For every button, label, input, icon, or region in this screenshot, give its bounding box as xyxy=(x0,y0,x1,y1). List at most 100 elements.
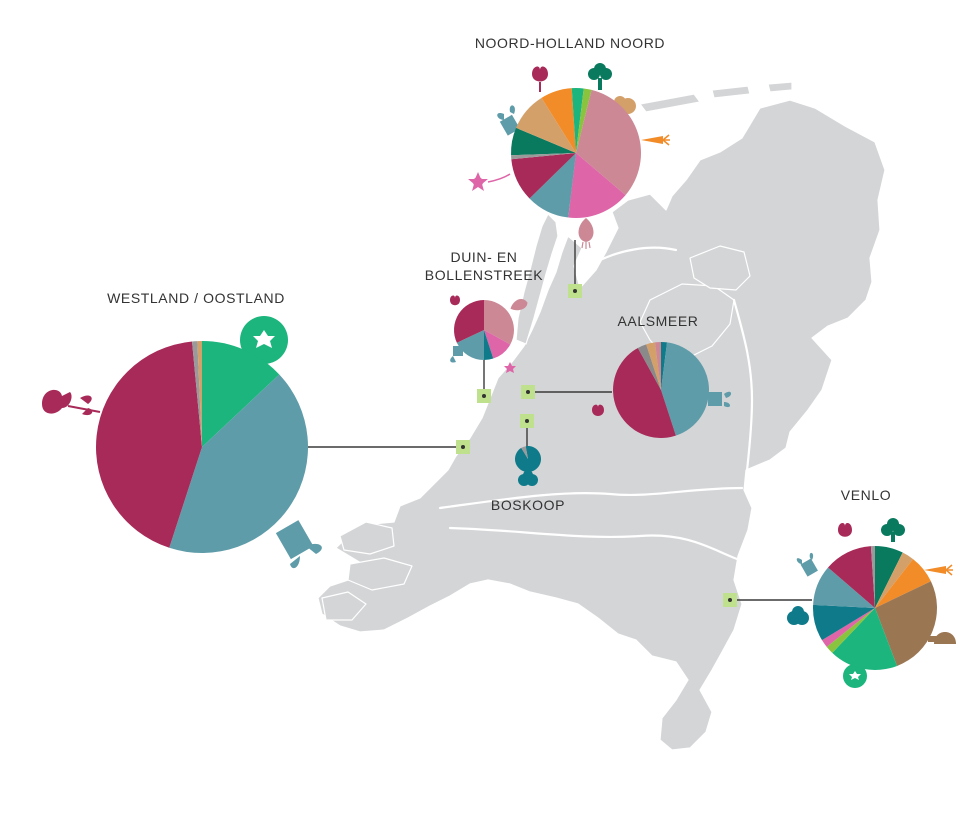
duin-en-bollenstreek-slice-1 xyxy=(484,330,511,359)
pie-duin-en-bollenstreek xyxy=(454,300,514,360)
marker-dot xyxy=(573,289,577,293)
aalsmeer-slice-0 xyxy=(661,342,668,390)
label-duin-en-bollenstreek-line1: DUIN- EN xyxy=(450,249,517,265)
tulip-icon xyxy=(838,522,852,537)
noord-holland-noord-slice-4 xyxy=(576,88,592,153)
duin-en-bollenstreek-slice-2 xyxy=(484,330,494,360)
aalsmeer-slice-4 xyxy=(646,342,661,390)
terschelling-island xyxy=(639,93,701,113)
mushroom-icon xyxy=(928,632,956,644)
venlo-slice-10 xyxy=(870,546,875,608)
westland-oostland-slice-1 xyxy=(169,374,308,553)
pie-noord-holland-noord xyxy=(511,87,641,218)
onion-icon xyxy=(578,218,594,249)
carrot-icon xyxy=(924,564,953,576)
tulip-icon xyxy=(532,66,548,92)
venlo-slice-0 xyxy=(875,546,903,608)
noord-holland-noord-slice-9 xyxy=(511,153,576,160)
aalsmeer-slice-2 xyxy=(613,347,676,438)
tree-icon xyxy=(787,606,809,625)
label-venlo: VENLO xyxy=(841,487,891,503)
carrot-icon xyxy=(641,134,670,146)
westland-oostland-slice-0 xyxy=(202,341,280,447)
zeeland-island-1 xyxy=(339,521,395,555)
marker-dot xyxy=(525,419,529,423)
westland-oostland-slice-2 xyxy=(95,341,202,548)
marker-dot xyxy=(728,598,732,602)
leaf-pot-icon xyxy=(450,346,463,363)
marker-duin-en-bollenstreek xyxy=(477,389,491,403)
marker-dot xyxy=(482,394,486,398)
marker-westland-oostland xyxy=(456,440,470,454)
venlo-slice-9 xyxy=(828,546,875,608)
marker-dot xyxy=(526,390,530,394)
flevoland xyxy=(639,283,735,359)
region-labels: NOORD-HOLLAND NOORD DUIN- EN BOLLENSTREE… xyxy=(107,35,891,513)
tomato-icon xyxy=(240,316,288,364)
zeeland-island-2 xyxy=(347,557,413,591)
tulip-icon xyxy=(592,404,604,416)
marker-aalsmeer xyxy=(521,385,535,399)
venlo-slice-2 xyxy=(875,559,931,608)
leaf-pot-icon xyxy=(796,552,818,577)
broccoli-icon xyxy=(588,63,612,90)
label-noord-holland-noord: NOORD-HOLLAND NOORD xyxy=(475,35,665,51)
schiermonnikoog-island xyxy=(767,81,793,93)
venlo-slice-7 xyxy=(813,604,875,641)
river-ijssel xyxy=(732,298,754,482)
tulip-icon xyxy=(42,389,101,416)
duin-en-bollenstreek-slice-3 xyxy=(456,330,484,360)
noordoostpolder xyxy=(689,245,751,291)
river-waal xyxy=(438,486,744,510)
pie-venlo xyxy=(813,546,937,670)
duin-en-bollenstreek-slice-0 xyxy=(484,300,514,345)
marker-boskoop xyxy=(520,414,534,428)
ameland-island xyxy=(711,85,751,99)
boskoop-slice-1 xyxy=(521,446,528,459)
noord-holland-noord-slice-8 xyxy=(511,153,576,199)
westland-oostland-slice-4 xyxy=(197,340,202,447)
pie-aalsmeer xyxy=(613,342,709,438)
onion-icon xyxy=(510,299,528,311)
noord-holland-noord-slice-6 xyxy=(568,153,626,218)
zeeland-island-3 xyxy=(321,591,367,621)
leaf-pot-icon xyxy=(497,105,520,136)
leaf-pot-icon xyxy=(275,520,322,569)
lake-ijsselmeer-edge xyxy=(594,246,678,264)
flower-icon xyxy=(468,172,511,191)
flower-icon xyxy=(504,362,516,373)
aalsmeer-slice-5 xyxy=(654,342,661,390)
broccoli-icon xyxy=(881,518,905,542)
noord-holland-noord-slice-3 xyxy=(571,87,584,153)
tomato-icon xyxy=(843,664,867,688)
label-duin-en-bollenstreek-line2: BOLLENSTREEK xyxy=(425,267,544,283)
tree-icon xyxy=(518,470,538,486)
leaf-pot-icon xyxy=(708,391,732,408)
marker-noord-holland-noord xyxy=(568,284,582,298)
location-markers xyxy=(456,284,737,607)
venlo-slice-6 xyxy=(822,608,875,647)
duin-en-bollenstreek-slice-4 xyxy=(454,300,484,343)
venlo-slice-8 xyxy=(813,567,875,608)
venlo-slice-1 xyxy=(875,552,914,608)
aalsmeer-slice-3 xyxy=(637,344,661,390)
tulip-icon xyxy=(450,295,460,306)
label-boskoop: BOSKOOP xyxy=(491,497,565,513)
venlo-slice-4 xyxy=(832,608,898,670)
aalsmeer-slice-1 xyxy=(661,342,709,436)
label-westland-oostland: WESTLAND / OOSTLAND xyxy=(107,290,285,306)
westland-oostland-slice-3 xyxy=(192,341,202,447)
noord-holland-noord-slice-1 xyxy=(516,97,576,153)
boskoop-slice-0 xyxy=(515,446,542,473)
venlo-slice-3 xyxy=(875,581,937,666)
pie-westland-oostland xyxy=(95,340,308,553)
noord-holland-noord-slice-7 xyxy=(529,153,576,218)
produce-icons xyxy=(42,63,956,688)
river-maas xyxy=(448,526,742,562)
marker-venlo xyxy=(723,593,737,607)
marker-dot xyxy=(461,445,465,449)
pie-boskoop xyxy=(515,446,542,473)
venlo-slice-5 xyxy=(826,608,875,653)
noord-holland-noord-slice-0 xyxy=(511,127,576,156)
